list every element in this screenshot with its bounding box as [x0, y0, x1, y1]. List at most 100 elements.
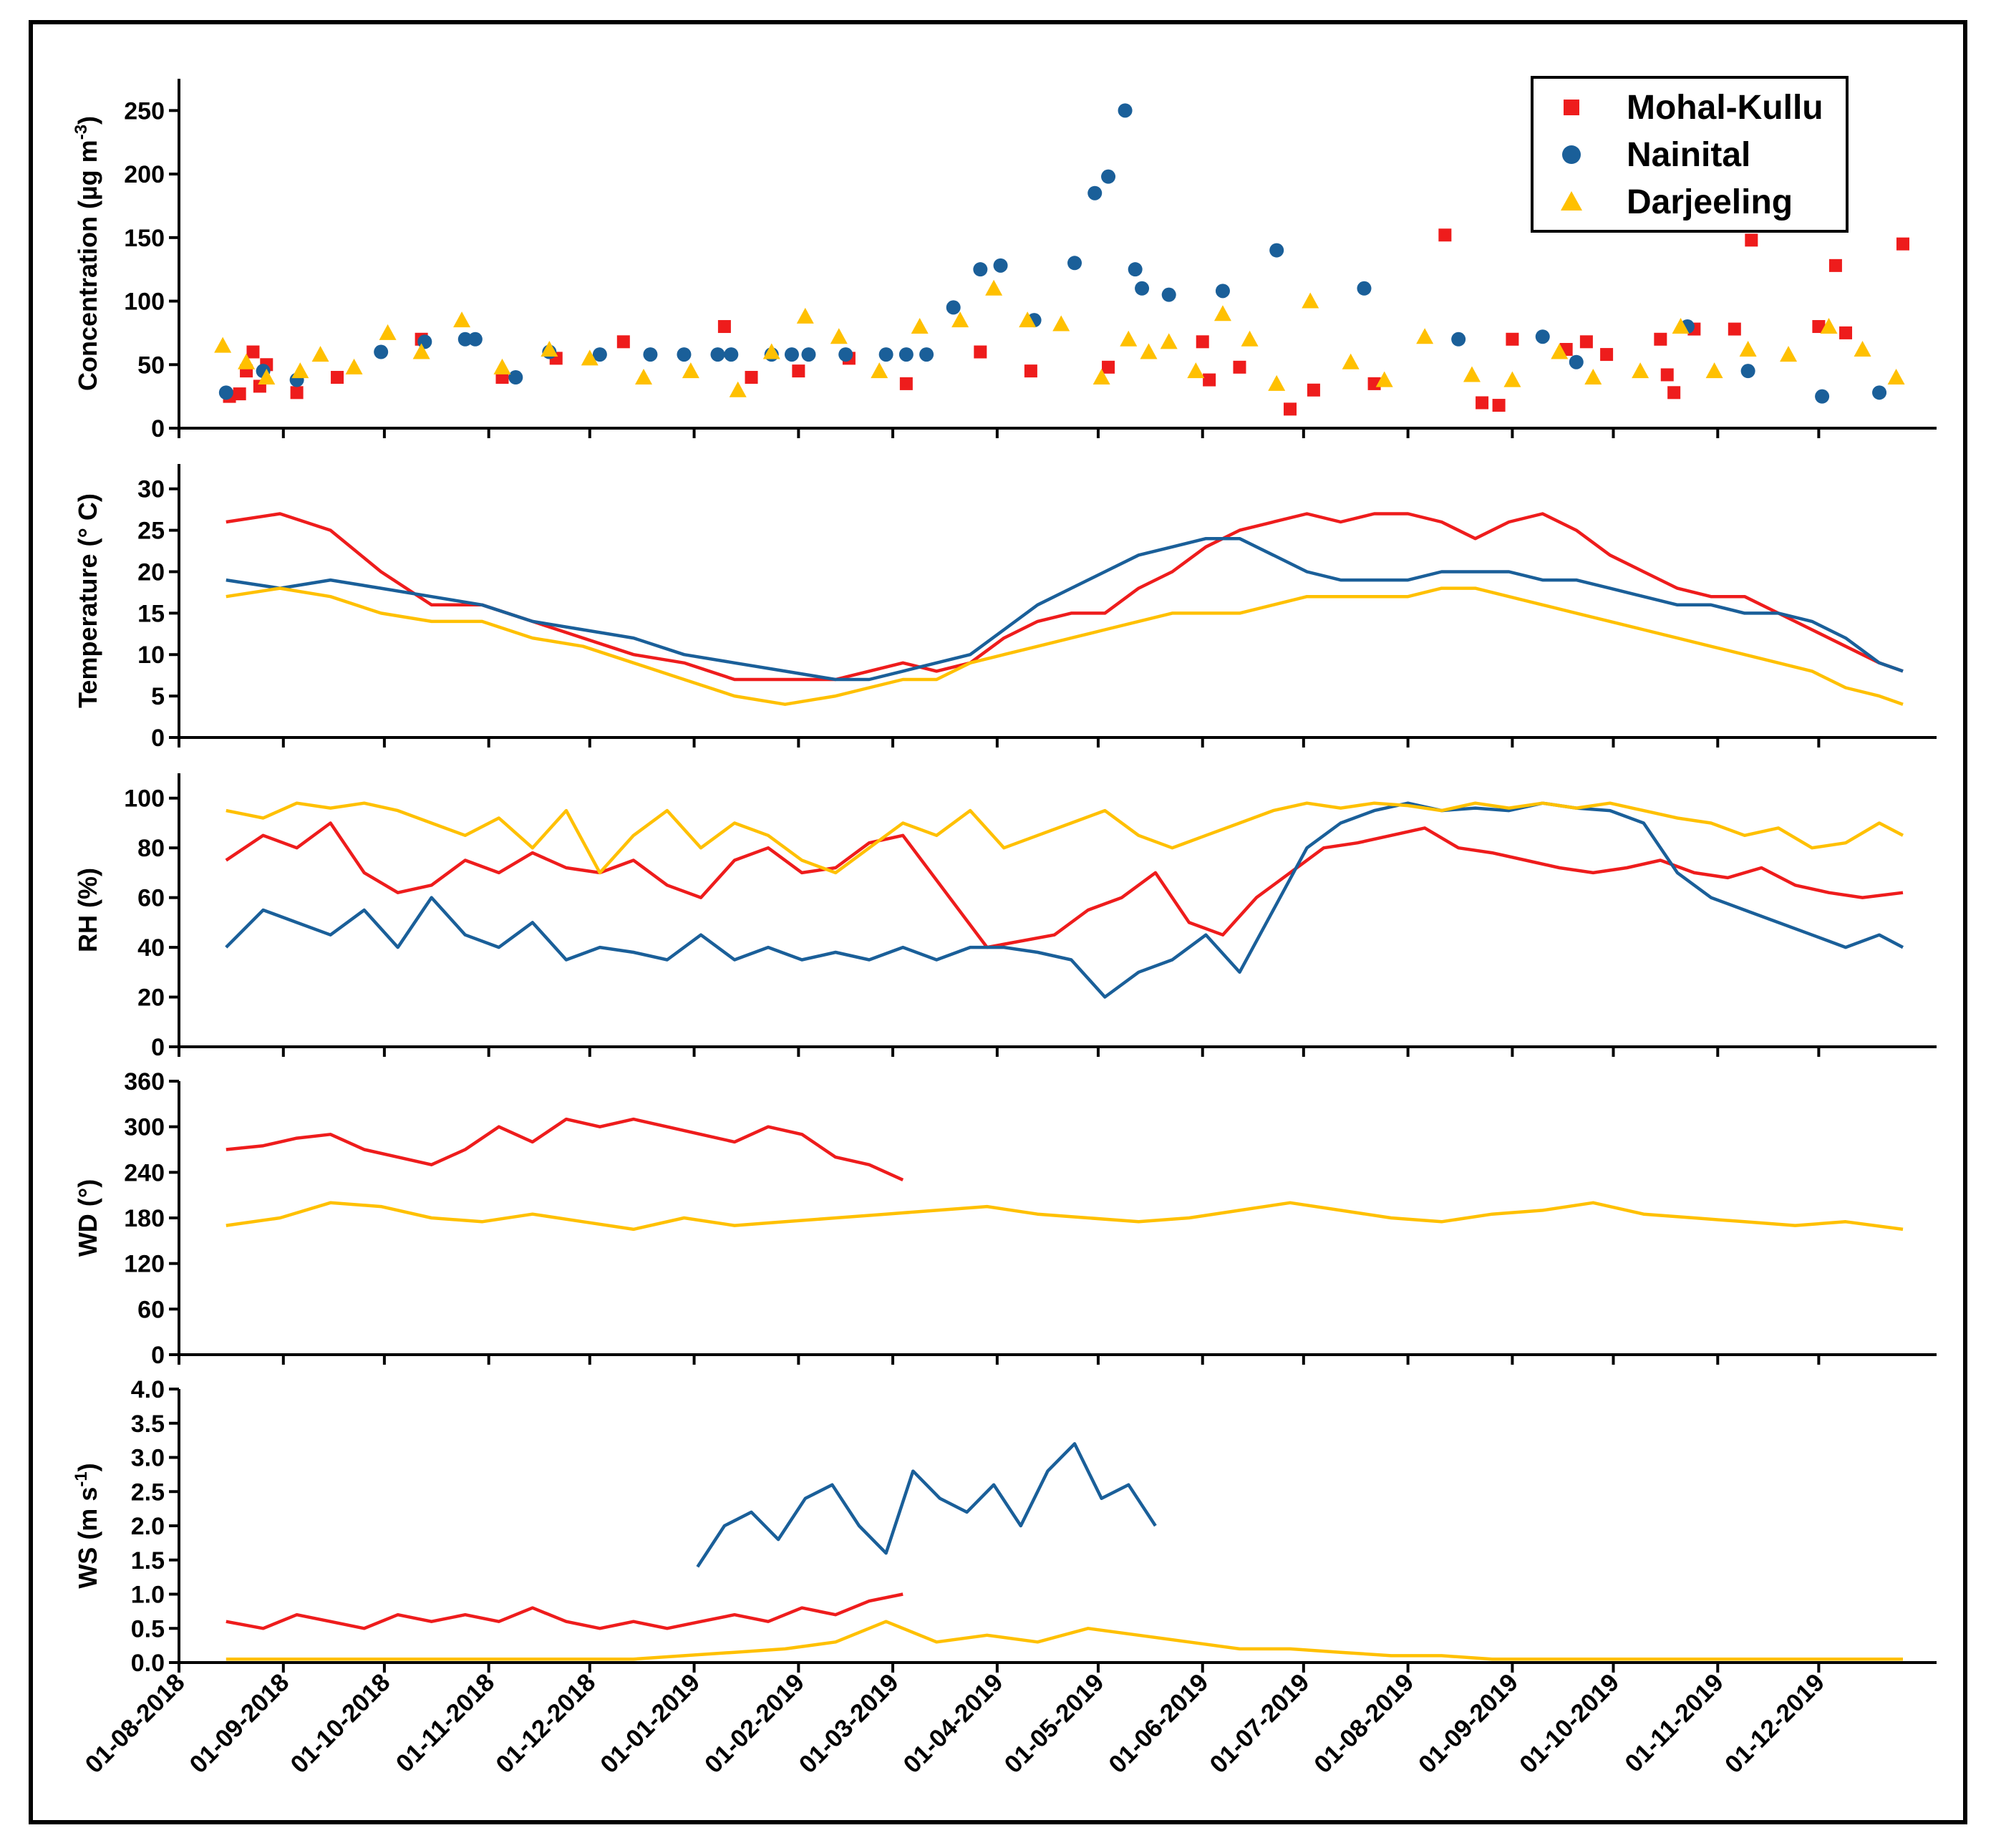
series-line-nainital — [226, 536, 1904, 682]
data-point-triangle — [1160, 333, 1178, 349]
data-point-circle — [457, 332, 473, 347]
data-point-square — [233, 387, 246, 401]
data-point-circle — [973, 262, 988, 277]
data-point-circle — [1535, 329, 1550, 344]
data-point-circle — [1101, 169, 1116, 184]
data-point-triangle — [871, 362, 888, 379]
data-point-triangle — [682, 362, 699, 379]
x-tick-label: 01-12-2018 — [490, 1668, 601, 1779]
y-axis-label-text: RH (%) — [73, 868, 102, 952]
series-line-darjeeling — [226, 801, 1904, 875]
y-tick-label: 150 — [124, 225, 165, 252]
data-point-triangle — [412, 343, 430, 359]
y-tick-label: 0 — [151, 1034, 165, 1061]
data-point-square — [899, 377, 913, 390]
data-point-square — [1203, 373, 1216, 387]
data-point-triangle — [1213, 305, 1231, 321]
y-tick-label: 180 — [124, 1205, 165, 1232]
data-point-circle — [1135, 281, 1150, 296]
data-point-square — [1728, 322, 1741, 336]
data-point-square — [1233, 360, 1246, 374]
data-point-square — [745, 371, 758, 384]
y-tick-label: 10 — [137, 642, 165, 669]
y-axis-label-end: ) — [73, 1463, 102, 1471]
data-point-circle — [677, 347, 692, 362]
legend-marker-circle — [1562, 145, 1581, 164]
data-point-circle — [508, 370, 523, 385]
data-point-triangle — [1854, 340, 1871, 357]
y-tick-label: 50 — [137, 352, 165, 379]
data-point-circle — [993, 258, 1008, 273]
data-point-triangle — [1187, 362, 1205, 379]
data-point-circle — [218, 385, 233, 400]
y-tick-label: 40 — [137, 934, 165, 962]
data-point-triangle — [1375, 371, 1393, 387]
panel-ws: 0.0 0.5 1.0 1.5 2.0 2.5 3.0 3.5 4.0 WS (m s-1) — [72, 1376, 1937, 1677]
data-point-square — [1745, 233, 1758, 247]
data-point-square — [717, 320, 731, 334]
data-point-circle — [724, 347, 739, 362]
data-point-circle — [1872, 385, 1887, 400]
legend: Mohal-Kullu Nainital Darjeeling — [1531, 76, 1849, 233]
x-tick-label: 01-11-2019 — [1619, 1668, 1729, 1778]
data-point-circle — [374, 344, 389, 359]
y-tick-label: 0 — [151, 725, 165, 752]
y-tick-label: 2.5 — [131, 1479, 165, 1506]
data-point-triangle — [1093, 369, 1110, 385]
x-tick-label: 01-03-2019 — [794, 1668, 904, 1779]
y-tick-label: 3.5 — [131, 1411, 165, 1438]
x-tick-label: 01-02-2019 — [699, 1668, 810, 1779]
data-point-triangle — [1551, 343, 1569, 359]
x-tick-label: 01-04-2019 — [898, 1668, 1008, 1779]
data-point-triangle — [1503, 371, 1521, 387]
data-point-circle — [1087, 185, 1103, 200]
data-point-triangle — [1416, 328, 1434, 344]
series-line-nainital — [696, 1442, 1157, 1568]
data-point-triangle — [345, 358, 363, 374]
series-line-darjeeling — [226, 586, 1904, 706]
x-tick-label: 01-09-2019 — [1413, 1668, 1523, 1779]
data-point-triangle — [581, 349, 599, 366]
x-tick-label: 01-01-2019 — [595, 1668, 705, 1779]
data-point-circle — [1451, 332, 1466, 347]
x-tick-label: 01-12-2019 — [1720, 1668, 1830, 1779]
data-point-circle — [1161, 287, 1176, 302]
data-point-triangle — [762, 343, 780, 359]
data-point-triangle — [453, 311, 471, 328]
y-tick-label: 2.0 — [131, 1513, 165, 1540]
data-point-triangle — [1780, 346, 1798, 362]
data-point-triangle — [1820, 318, 1838, 334]
legend-label: Darjeeling — [1627, 183, 1793, 221]
data-point-square — [1828, 258, 1842, 272]
y-tick-label: 300 — [124, 1114, 165, 1141]
data-point-circle — [1815, 389, 1830, 404]
data-point-square — [1307, 383, 1320, 397]
series-mohal-kullu — [223, 228, 1909, 416]
data-point-triangle — [796, 307, 814, 324]
data-point-triangle — [311, 346, 329, 362]
legend-box — [1531, 76, 1849, 233]
data-point-circle — [801, 347, 816, 362]
y-tick-label: 60 — [137, 885, 165, 912]
legend-marker-triangle — [1561, 191, 1582, 211]
x-tick-label: 01-11-2018 — [391, 1668, 500, 1778]
data-point-circle — [1118, 103, 1133, 118]
data-point-circle — [710, 347, 725, 362]
x-tick-label: 01-06-2019 — [1103, 1668, 1213, 1779]
x-tick-label: 01-08-2018 — [79, 1668, 190, 1779]
data-point-square — [331, 371, 344, 384]
y-axis-label-superscript: -1 — [72, 1471, 91, 1486]
data-point-square — [1654, 332, 1667, 346]
y-axis-label: RH (%) — [73, 868, 102, 952]
data-point-square — [1896, 237, 1909, 251]
y-tick-label: 5 — [151, 683, 165, 710]
legend-label: Nainital — [1627, 136, 1750, 174]
data-point-circle — [643, 347, 658, 362]
data-point-circle — [919, 347, 934, 362]
data-point-circle — [1740, 364, 1755, 379]
data-point-triangle — [1584, 369, 1602, 385]
data-point-triangle — [1052, 315, 1070, 332]
data-point-triangle — [1140, 343, 1158, 359]
data-point-circle — [1269, 243, 1284, 258]
